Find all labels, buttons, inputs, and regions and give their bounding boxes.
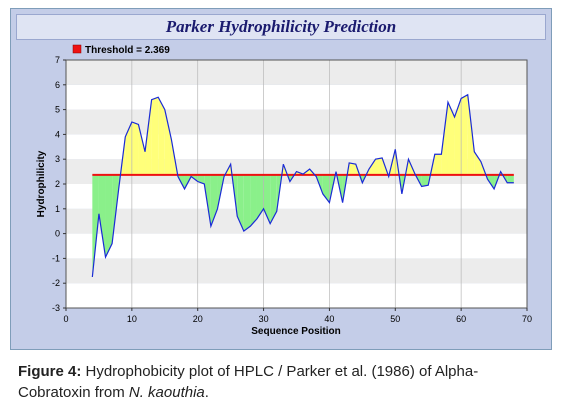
- plot-band: [66, 208, 527, 234]
- caption-species: N. kaouthia: [128, 384, 205, 401]
- area-above-threshold: [158, 97, 165, 175]
- x-tick-label: 50: [390, 314, 400, 324]
- area-above-threshold: [349, 162, 356, 175]
- caption-label: Figure 4:: [18, 363, 82, 380]
- caption-end: .: [204, 384, 209, 401]
- area-above-threshold: [447, 102, 455, 175]
- caption-text: Hydrophobicity plot of HPLC / Parker et …: [18, 363, 479, 401]
- legend-swatch: [72, 44, 82, 54]
- plot-bands: [66, 60, 527, 308]
- area-above-threshold: [375, 157, 383, 175]
- area-below-threshold: [105, 174, 113, 258]
- y-tick-label: 5: [55, 105, 60, 115]
- x-tick-label: 0: [63, 314, 68, 324]
- plot-band: [66, 84, 527, 110]
- y-axis-title: Hydrophilicity: [36, 150, 47, 217]
- area-below-threshold: [270, 174, 277, 224]
- y-tick-label: -3: [52, 303, 60, 313]
- legend-label: Threshold = 2.369: [85, 45, 170, 56]
- y-tick-label: 0: [55, 229, 60, 239]
- y-tick-label: 2: [55, 179, 60, 189]
- area-above-threshold: [461, 94, 468, 175]
- chart-title-bar: Parker Hydrophilicity Prediction: [16, 14, 546, 40]
- y-tick-label: 3: [55, 154, 60, 164]
- x-tick-label: 20: [193, 314, 203, 324]
- y-tick-label: 7: [55, 55, 60, 65]
- y-tick-label: 1: [55, 204, 60, 214]
- y-tick-label: -1: [52, 253, 60, 263]
- area-above-threshold: [131, 122, 139, 175]
- area-above-threshold: [454, 98, 462, 175]
- chart-title: Parker Hydrophilicity Prediction: [165, 17, 397, 36]
- area-below-threshold: [421, 174, 429, 187]
- area-below-threshold: [98, 174, 106, 258]
- area-above-threshold: [125, 122, 132, 175]
- x-tick-label: 70: [522, 314, 532, 324]
- plot-band: [66, 283, 527, 308]
- plot-band: [66, 184, 527, 209]
- area-above-threshold: [474, 151, 481, 175]
- area-below-threshold: [250, 174, 257, 227]
- area-above-threshold: [467, 94, 475, 175]
- area-below-threshold: [256, 174, 264, 219]
- area-above-threshold: [164, 109, 172, 175]
- area-below-threshold: [507, 174, 514, 183]
- area-above-threshold: [138, 124, 146, 175]
- area-above-threshold: [145, 99, 152, 175]
- plot-band: [66, 60, 527, 85]
- area-below-threshold: [243, 174, 251, 232]
- series-group: [91, 93, 514, 278]
- area-above-threshold: [441, 102, 448, 175]
- x-axis-title: Sequence Position: [251, 326, 340, 337]
- x-tick-label: 30: [259, 314, 269, 324]
- area-below-threshold: [237, 174, 244, 232]
- legend: Threshold = 2.369: [72, 44, 170, 56]
- area-above-threshold: [151, 97, 159, 175]
- plot-band: [66, 258, 527, 284]
- y-tick-label: 6: [55, 80, 60, 90]
- area-below-threshold: [92, 174, 99, 277]
- figure-caption: Figure 4: Hydrophobicity plot of HPLC / …: [18, 361, 548, 403]
- y-tick-label: 4: [55, 129, 60, 139]
- axes: [63, 59, 528, 311]
- series-line: [91, 93, 514, 278]
- x-tick-label: 60: [456, 314, 466, 324]
- area-below-threshold: [210, 174, 218, 227]
- area-above-threshold: [368, 159, 376, 175]
- plot-band: [66, 233, 527, 259]
- y-tick-label: -2: [52, 278, 60, 288]
- x-tick-label: 10: [127, 314, 137, 324]
- x-tick-label: 40: [324, 314, 334, 324]
- area-above-threshold: [434, 154, 442, 175]
